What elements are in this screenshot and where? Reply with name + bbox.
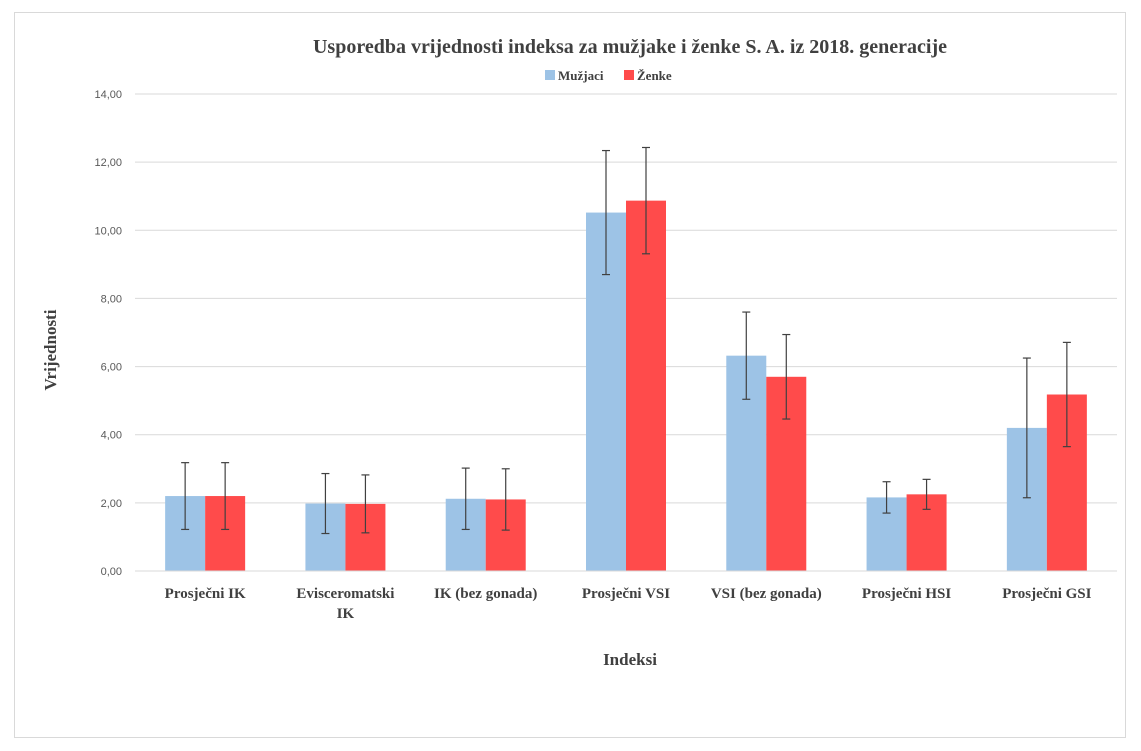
chart-title: Usporedba vrijednosti indeksa za mužjake… (313, 36, 947, 58)
x-tick-label: Prosječni VSI (582, 586, 670, 602)
y-tick-label: 14,00 (94, 89, 122, 101)
y-tick-label: 0,00 (101, 566, 122, 578)
x-tick-label: Prosječni GSI (1002, 586, 1091, 602)
x-tick-label: IK (bez gonada) (434, 586, 537, 602)
x-tick-label: Prosječni IK (165, 586, 246, 602)
legend-label-muzjaci: Mužjaci (558, 68, 604, 83)
bars (165, 200, 1087, 572)
y-tick-label: 12,00 (94, 157, 122, 169)
y-tick-label: 4,00 (101, 430, 122, 442)
y-tick-label: 6,00 (101, 362, 122, 374)
x-axis-ticks: Prosječni IK Evisceromatski IK IK (bez gona… (165, 586, 1092, 622)
x-tick-label: VSI (bez gonada) (711, 586, 822, 602)
y-tick-label: 8,00 (101, 293, 122, 305)
bar (626, 200, 666, 572)
legend-label-zenke: Ženke (637, 68, 672, 83)
legend-swatch-muzjaci (545, 70, 555, 80)
x-tick-label: Prosječni HSI (862, 586, 951, 602)
legend: Mužjaci Ženke (545, 68, 672, 83)
y-axis-ticks: 0,00 2,00 4,00 6,00 8,00 10,00 12,00 14,00 (94, 89, 122, 578)
x-tick-label: Evisceromatski IK (296, 586, 394, 622)
chart-frame (14, 12, 1126, 738)
y-axis-label: Vrijednosti (41, 309, 60, 390)
y-tick-label: 2,00 (101, 498, 122, 510)
x-axis-label: Indeksi (603, 650, 657, 669)
y-tick-label: 10,00 (94, 225, 122, 237)
error-bars (181, 146, 1071, 535)
legend-swatch-zenke (624, 70, 634, 80)
